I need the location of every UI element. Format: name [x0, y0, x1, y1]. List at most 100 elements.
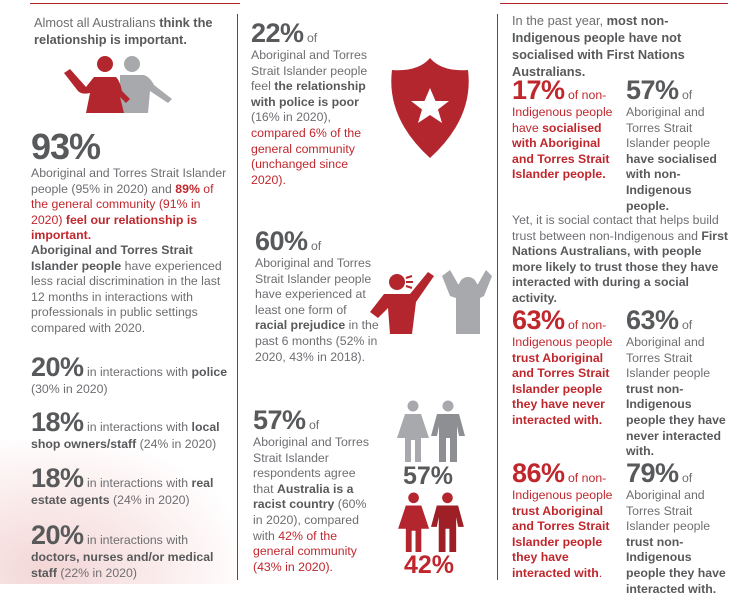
stat-text: of Aboriginal and Torres Strait Islander… [626, 88, 717, 213]
emphasis-text: racial prejudice [255, 318, 346, 333]
text-segment: (22% in 2020) [56, 565, 137, 580]
text-segment: Aboriginal and Torres Strait Islander pe… [255, 256, 372, 317]
text-segment: in interactions with [83, 533, 189, 547]
text-segment: of Aboriginal and Torres Strait Islander… [626, 88, 711, 151]
stat-real-estate: 18% in interactions with real estate age… [31, 463, 231, 509]
figure-red-label: 42% [404, 551, 455, 579]
stat-value: 17% [512, 75, 565, 105]
stat-racial-prejudice: 60% of Aboriginal and Torres Strait Isla… [255, 226, 380, 365]
stat-text: of Aboriginal and Torres Strait Islander… [253, 418, 369, 574]
stat-shop: 18% in interactions with local shop owne… [31, 407, 231, 453]
stat-racist-country: 57% of Aboriginal and Torres Strait Isla… [253, 405, 378, 575]
background-splash [0, 440, 240, 584]
emphasis-text: local shop owners/staff [31, 420, 220, 451]
stat-value: 20% [31, 352, 84, 382]
stat-value: 18% [31, 407, 84, 437]
emphasis-text: 89% [175, 181, 200, 196]
stat-value: 60% [255, 226, 308, 256]
stat-value: 20% [31, 520, 84, 550]
stat-police: 20% in interactions with police (30% in … [31, 352, 231, 398]
stat-value: 79% [626, 458, 679, 488]
text-segment: of non-Indigenous people [512, 471, 613, 502]
stat-value: 63% [512, 305, 565, 335]
stat-trust-never-first-nations: 63% of Aboriginal and Torres Strait Isla… [626, 305, 728, 460]
text-segment: Aboriginal and Torres Strait Islander pe… [31, 166, 227, 196]
text-segment: of Aboriginal and Torres Strait Islander… [626, 471, 711, 534]
emphasis-text: trust non-Indigenous people they have in… [626, 534, 726, 596]
stat-socialised-first-nations: 57% of Aboriginal and Torres Strait Isla… [626, 75, 724, 214]
stat-trust-interacted-non-indigenous: 86% of non-Indigenous people trust Abori… [512, 458, 616, 582]
text-segment: of [307, 239, 322, 253]
emphasis-text: feel our relationship is important. [31, 212, 198, 243]
stat-text: of Aboriginal and Torres Strait Islander… [626, 471, 726, 596]
stat-value: 63% [626, 305, 679, 335]
emphasis-text: most non-Indigenous people have not soci… [512, 13, 685, 79]
text-segment: . [598, 565, 603, 580]
person-shouting-icon [370, 270, 492, 334]
emphasis-text: trust non-Indigenous people they have ne… [626, 381, 726, 459]
divider [30, 3, 240, 4]
stat-text: of non-Indigenous people trust Aborigina… [512, 471, 613, 580]
stat-police-relationship: 22% of Aboriginal and Torres Strait Isla… [251, 18, 379, 188]
stat-text: in interactions with local shop owners/s… [31, 420, 220, 451]
stat-socialised-non-indigenous: 17% of non-Indigenous people have social… [512, 75, 614, 183]
stat-text: of Aboriginal and Torres Strait Islander… [251, 31, 367, 187]
emphasis-text: real estate agents [31, 476, 214, 507]
stat-medical: 20% in interactions with doctors, nurses… [31, 520, 236, 581]
text-segment: (24% in 2020) [136, 437, 217, 451]
emphasis-text: trust Aboriginal and Torres Strait Islan… [512, 503, 610, 580]
stat-text: of Aboriginal and Torres Strait Islander… [255, 239, 379, 364]
people-gray-icon [397, 400, 465, 462]
stat-trust-never-non-indigenous: 63% of non-Indigenous people trust Abori… [512, 305, 616, 429]
text-segment: Aboriginal and Torres Strait Islander pe… [251, 48, 368, 94]
stat-trust-interacted-first-nations: 79% of Aboriginal and Torres Strait Isla… [626, 458, 728, 597]
text-segment: of [305, 418, 320, 432]
text-segment: in the past 6 months (52% in 2020, 43% i… [255, 318, 379, 364]
text-segment: have experienced less racial discriminat… [31, 258, 222, 335]
stat-value: 93% [31, 126, 101, 167]
text-segment: (30% in 2020) [31, 382, 108, 396]
emphasis-text: police [191, 365, 228, 379]
emphasis-text: trust Aboriginal and Torres Strait Islan… [512, 350, 610, 427]
stat-text: Aboriginal and Torres Strait Islander pe… [31, 166, 226, 242]
text-segment: of [303, 31, 318, 45]
stat-value: 57% [253, 405, 306, 435]
stat-text: of non-Indigenous people have socialised… [512, 88, 613, 181]
text-segment: of the general community (91% in 2020) [31, 181, 214, 227]
text-segment: Yet, it is social contact that helps bui… [512, 213, 719, 243]
shield-star-icon [391, 58, 469, 158]
discrimination-text: Aboriginal and Torres Strait Islander pe… [31, 243, 231, 337]
divider [497, 14, 498, 580]
text-segment: Aboriginal and Torres Strait Islander re… [253, 435, 369, 496]
text-segment: of non-Indigenous people [512, 318, 613, 349]
figure-gray-label: 57% [403, 462, 454, 490]
stat-text: in interactions with real estate agents … [31, 476, 213, 507]
people-red-icon [398, 492, 464, 552]
stat-value: 18% [31, 463, 84, 493]
emphasis-text: First Nations Australians, with people m… [512, 228, 729, 305]
stat-text: of Aboriginal and Torres Strait Islander… [626, 318, 726, 458]
text-segment: of Aboriginal and Torres Strait Islander… [626, 318, 711, 381]
text-segment: 42% of the general community (43% in 202… [253, 528, 357, 574]
stat-93: 93% Aboriginal and Torres Strait Islande… [31, 128, 231, 244]
text-segment: in interactions with [83, 476, 192, 490]
text-segment: of non-Indigenous people have [512, 88, 613, 135]
divider [237, 14, 238, 580]
emphasis-text: Aboriginal and Torres Strait Islander pe… [31, 243, 193, 273]
text-segment: In the past year, [512, 13, 607, 28]
text-segment: in interactions with [83, 365, 192, 379]
stat-text: in interactions with police (30% in 2020… [31, 365, 227, 396]
text-segment: compared 6% of the general community (un… [251, 125, 362, 187]
emphasis-text: Australia is a racist country [253, 481, 354, 512]
divider [500, 3, 728, 4]
stat-value: 86% [512, 458, 565, 488]
socialising-intro: In the past year, most non-Indigenous pe… [512, 12, 727, 80]
text-segment: Almost all Australians [34, 15, 160, 30]
emphasis-text: have socialised with non-Indigenous peop… [626, 151, 717, 213]
emphasis-text: doctors, nurses and/or medical staff [31, 550, 214, 580]
emphasis-text: socialised with Aboriginal and Torres St… [512, 120, 610, 182]
stat-text: of non-Indigenous people trust Aborigina… [512, 318, 613, 427]
text-segment: (16% in 2020), [251, 110, 331, 125]
stat-value: 57% [626, 75, 679, 105]
emphasis-text: think the relationship is important. [34, 15, 213, 47]
